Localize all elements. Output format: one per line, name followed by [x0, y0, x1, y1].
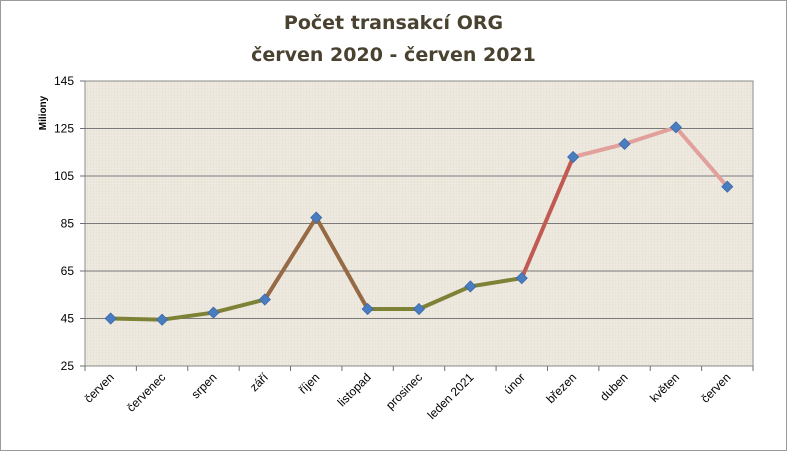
- data-point: [207, 306, 220, 319]
- data-point: [567, 150, 580, 164]
- series-markers: [104, 121, 734, 326]
- line-segment: [211, 297, 267, 315]
- x-tick-label: únor: [501, 370, 528, 397]
- line-segment: [108, 316, 165, 322]
- line-segment: [571, 141, 627, 159]
- x-tick-label: květen: [647, 370, 682, 405]
- x-tick-label: červen: [81, 370, 116, 405]
- y-tick-label: 45: [61, 312, 75, 326]
- gridlines: [80, 80, 753, 367]
- x-tick-label: listopad: [335, 370, 374, 409]
- x-tick-label: srpen: [188, 370, 219, 401]
- x-tick-label: duben: [597, 370, 630, 403]
- line-segment: [519, 155, 576, 281]
- chart-subtitle: červen 2020 - červen 2021: [251, 44, 536, 66]
- chart-title: Počet transakcí ORG: [283, 12, 504, 34]
- data-point: [721, 180, 734, 193]
- x-tick-label: červen: [698, 370, 733, 405]
- y-tick-label: 65: [61, 264, 75, 278]
- x-axis-ticks: červen červenec srpen září říjen listopad pros…: [81, 366, 754, 422]
- line-segment: [417, 284, 473, 311]
- data-point: [258, 293, 271, 306]
- x-tick-label: červenec: [124, 370, 168, 414]
- y-tick-label: 105: [54, 169, 74, 183]
- y-axis-ticks: 25 45 65 85 105 125 145: [54, 74, 74, 373]
- data-point: [361, 302, 374, 316]
- data-point: [464, 280, 477, 293]
- x-tick-label: březen: [543, 370, 579, 406]
- x-tick-label: prosinec: [383, 370, 425, 412]
- x-tick-label: leden 2021: [425, 370, 477, 422]
- y-tick-label: 145: [54, 74, 74, 88]
- data-point: [104, 312, 117, 325]
- data-point: [412, 302, 426, 316]
- series-line: [108, 125, 730, 322]
- data-point: [515, 272, 528, 285]
- data-point: [156, 313, 169, 326]
- line-segment: [673, 125, 730, 189]
- line-segment: [622, 125, 678, 146]
- data-point: [618, 137, 631, 151]
- line-segment: [160, 310, 216, 322]
- data-point: [669, 121, 682, 134]
- data-point: [310, 211, 323, 224]
- y-tick-label: 85: [61, 217, 75, 231]
- y-tick-label: 125: [54, 122, 74, 136]
- x-tick-label: říjen: [296, 370, 322, 396]
- y-axis-label: Miliony: [38, 95, 49, 130]
- line-segment: [314, 215, 370, 311]
- x-tick-label: září: [247, 370, 272, 395]
- y-tick-label: 25: [61, 359, 75, 373]
- line-segment: [262, 215, 319, 302]
- line-segment: [468, 276, 524, 289]
